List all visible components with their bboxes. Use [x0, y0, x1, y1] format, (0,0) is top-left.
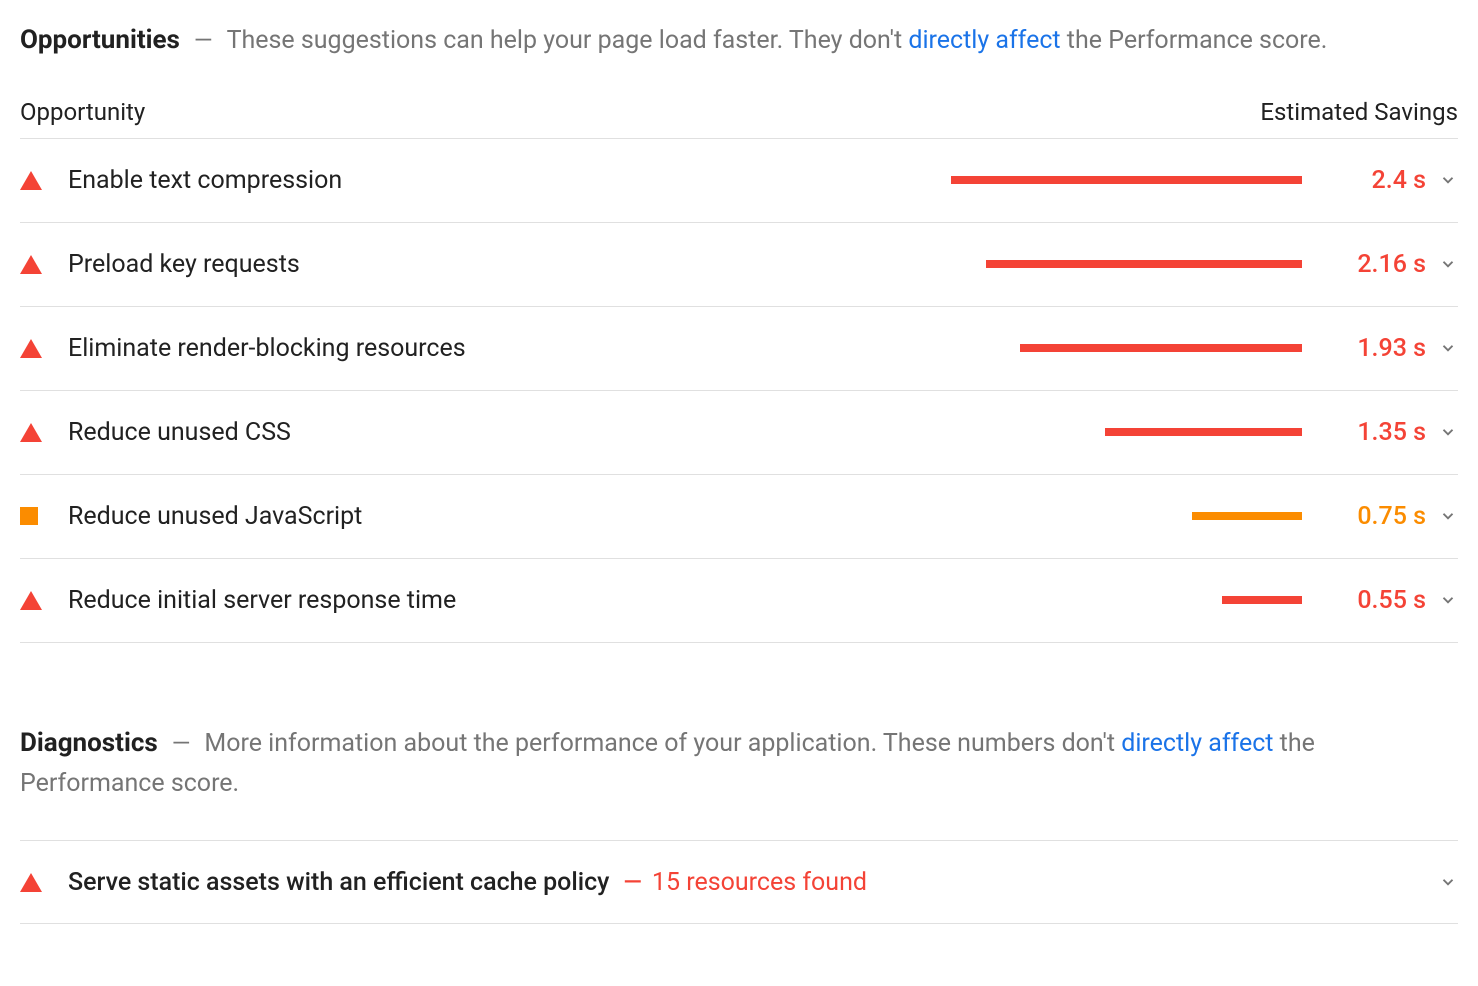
- estimated-savings-value: 0.55 s: [1326, 586, 1426, 615]
- chevron-down-icon[interactable]: [1438, 873, 1458, 891]
- opportunities-header: Opportunities — These suggestions can he…: [20, 20, 1458, 62]
- estimated-savings-value: 1.93 s: [1326, 334, 1426, 363]
- col-opportunity: Opportunity: [20, 98, 145, 126]
- opportunity-label: Preload key requests: [68, 250, 300, 279]
- diagnostic-detail: 15 resources found: [652, 868, 867, 897]
- desc-pre: More information about the performance o…: [204, 729, 1121, 758]
- opportunity-row[interactable]: Eliminate render-blocking resources 1.93 …: [20, 307, 1458, 391]
- triangle-fail-icon: [20, 339, 68, 358]
- diagnostics-header: Diagnostics — More information about the…: [20, 723, 1458, 805]
- savings-bar: [922, 260, 1302, 268]
- desc-pre: These suggestions can help your page loa…: [227, 26, 909, 55]
- opportunity-label: Reduce initial server response time: [68, 586, 456, 615]
- savings-bar: [922, 596, 1302, 604]
- estimated-savings-value: 2.4 s: [1326, 166, 1426, 195]
- opportunity-label: Reduce unused JavaScript: [68, 502, 362, 531]
- chevron-down-icon[interactable]: [1438, 171, 1458, 189]
- triangle-fail-icon: [20, 591, 68, 610]
- savings-bar: [922, 176, 1302, 184]
- triangle-fail-icon: [20, 873, 68, 892]
- opportunity-row[interactable]: Enable text compression 2.4 s: [20, 139, 1458, 223]
- estimated-savings-value: 1.35 s: [1326, 418, 1426, 447]
- savings-bar: [922, 428, 1302, 436]
- estimated-savings-value: 0.75 s: [1326, 502, 1426, 531]
- chevron-down-icon[interactable]: [1438, 591, 1458, 609]
- opportunities-rows: Enable text compression 2.4 s Preload key …: [20, 139, 1458, 643]
- chevron-down-icon[interactable]: [1438, 423, 1458, 441]
- chevron-down-icon[interactable]: [1438, 255, 1458, 273]
- opportunities-description: These suggestions can help your page loa…: [227, 26, 1328, 55]
- opportunities-title: Opportunities: [20, 25, 180, 55]
- triangle-fail-icon: [20, 255, 68, 274]
- col-estimated-savings: Estimated Savings: [1260, 98, 1458, 126]
- savings-bar: [922, 344, 1302, 352]
- chevron-down-icon[interactable]: [1438, 339, 1458, 357]
- square-average-icon: [20, 507, 68, 525]
- directly-affect-link[interactable]: directly affect: [1121, 729, 1273, 758]
- opportunity-row[interactable]: Reduce unused JavaScript 0.75 s: [20, 475, 1458, 559]
- estimated-savings-value: 2.16 s: [1326, 250, 1426, 279]
- diagnostics-rows: Serve static assets with an efficient ca…: [20, 840, 1458, 924]
- dash: —: [194, 26, 213, 54]
- opportunity-row[interactable]: Reduce initial server response time 0.55 …: [20, 559, 1458, 643]
- opportunity-label: Enable text compression: [68, 166, 342, 195]
- opportunity-label: Eliminate render-blocking resources: [68, 334, 466, 363]
- opportunity-row[interactable]: Reduce unused CSS 1.35 s: [20, 391, 1458, 475]
- savings-bar: [922, 512, 1302, 520]
- chevron-down-icon[interactable]: [1438, 507, 1458, 525]
- dash: —: [623, 868, 642, 896]
- triangle-fail-icon: [20, 171, 68, 190]
- diagnostic-label: Serve static assets with an efficient ca…: [68, 868, 609, 897]
- diagnostics-title: Diagnostics: [20, 728, 158, 758]
- opportunity-row[interactable]: Preload key requests 2.16 s: [20, 223, 1458, 307]
- opportunities-table-head: Opportunity Estimated Savings: [20, 98, 1458, 139]
- diagnostics-description: More information about the performance o…: [20, 729, 1315, 799]
- directly-affect-link[interactable]: directly affect: [908, 26, 1060, 55]
- diagnostic-row[interactable]: Serve static assets with an efficient ca…: [20, 840, 1458, 924]
- triangle-fail-icon: [20, 423, 68, 442]
- opportunity-label: Reduce unused CSS: [68, 418, 291, 447]
- desc-post: the Performance score.: [1061, 26, 1328, 55]
- dash: —: [172, 729, 191, 757]
